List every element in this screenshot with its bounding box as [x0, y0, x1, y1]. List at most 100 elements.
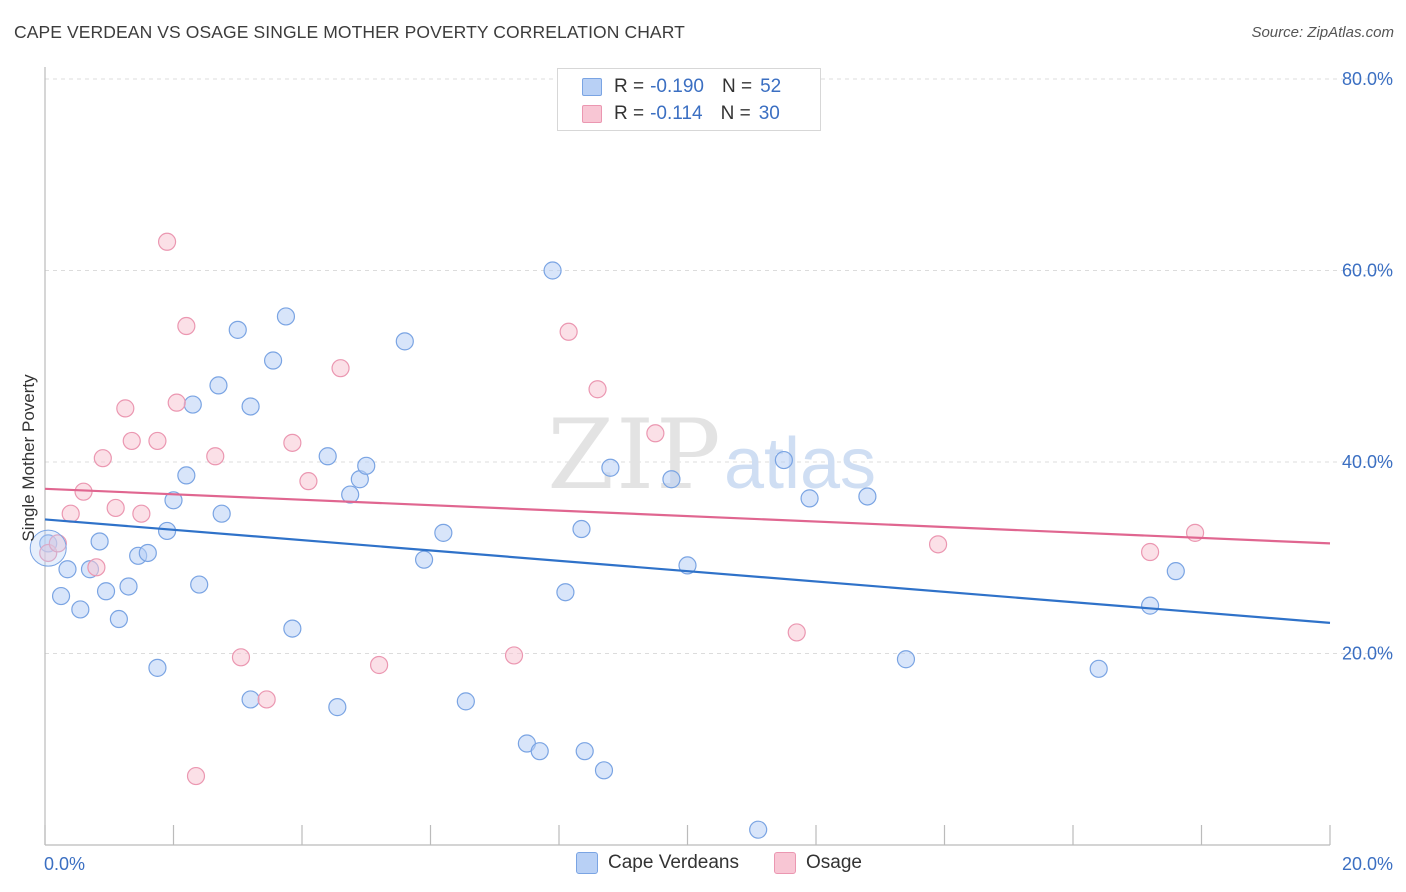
trend-lines — [44, 487, 1331, 624]
chart-title: CAPE VERDEAN VS OSAGE SINGLE MOTHER POVE… — [14, 22, 685, 42]
data-point — [456, 692, 475, 711]
data-point — [1140, 596, 1160, 615]
data-point — [58, 560, 77, 579]
data-point — [148, 658, 167, 677]
series-swatch-osage — [774, 852, 796, 874]
data-point — [283, 619, 302, 638]
series-legend-cape-verdeans: Cape Verdeans — [576, 852, 739, 874]
data-point — [530, 742, 549, 761]
x-tick-label: 20.0% — [1342, 854, 1393, 874]
data-point — [787, 623, 806, 642]
y-axis-label: Single Mother Poverty — [19, 374, 38, 542]
data-point — [276, 307, 296, 326]
y-tick-label: 40.0% — [1342, 452, 1393, 472]
data-point — [90, 532, 109, 551]
data-point — [209, 376, 228, 395]
data-point — [678, 556, 697, 575]
stats-legend: R = -0.190 N = 52 R = -0.114 N = 30 — [557, 68, 821, 131]
data-point — [318, 447, 337, 466]
series-name: Cape Verdeans — [608, 852, 739, 873]
trend-line — [44, 518, 1331, 624]
data-point — [241, 397, 260, 416]
legend-n-value: 52 — [760, 76, 782, 97]
data-point — [357, 456, 376, 475]
data-point — [164, 491, 183, 510]
data-point — [749, 820, 768, 839]
data-point — [109, 609, 128, 629]
data-point — [1089, 659, 1108, 678]
y-tick-label: 80.0% — [1342, 69, 1393, 89]
data-point — [395, 332, 414, 351]
data-point — [93, 449, 112, 468]
grid-lines — [45, 78, 1392, 654]
data-point — [601, 458, 620, 477]
series-name: Osage — [806, 852, 862, 873]
data-point — [800, 489, 819, 508]
legend-n-label: N = — [721, 76, 753, 97]
data-point — [559, 322, 578, 341]
data-point — [177, 466, 196, 485]
watermark-zip: ZIP — [547, 399, 722, 511]
y-tick-label: 60.0% — [1342, 261, 1393, 281]
data-point — [190, 575, 209, 594]
legend-r-label: R = — [614, 76, 645, 97]
data-point — [228, 320, 247, 339]
data-point — [328, 698, 347, 717]
data-point — [116, 399, 135, 418]
data-point — [556, 583, 575, 602]
data-point — [331, 359, 350, 378]
data-point — [283, 433, 302, 452]
data-point — [341, 485, 360, 504]
legend-row-cape-verdeans: R = -0.190 N = 52 — [582, 75, 781, 99]
legend-n-value: 30 — [758, 103, 780, 124]
series-swatch-cape-verdeans — [576, 852, 598, 874]
x-tick-label: 0.0% — [44, 854, 85, 874]
data-point — [157, 521, 177, 541]
data-point-large — [29, 529, 67, 567]
data-point — [183, 395, 202, 414]
data-point — [646, 424, 665, 443]
data-point — [1166, 562, 1185, 581]
data-point — [148, 431, 167, 451]
data-point — [434, 523, 453, 542]
legend-n-label: N = — [720, 103, 751, 124]
data-point — [575, 742, 594, 761]
data-point — [594, 761, 614, 780]
data-point — [96, 582, 116, 601]
data-point — [414, 550, 434, 569]
data-point — [48, 534, 67, 553]
data-point — [572, 519, 591, 539]
data-point — [138, 543, 157, 563]
data-point — [928, 535, 948, 554]
tick-labels: 20.0% 40.0% 60.0% 80.0% 0.0% 20.0% — [44, 69, 1393, 874]
data-point — [257, 690, 276, 709]
data-point — [662, 470, 681, 489]
data-point — [1140, 542, 1160, 562]
watermark-atlas: atlas — [724, 424, 876, 504]
data-point — [87, 558, 106, 577]
legend-swatch-osage — [582, 105, 602, 123]
data-point — [543, 261, 562, 280]
data-point — [106, 498, 125, 518]
data-point — [212, 504, 231, 523]
data-point — [122, 431, 141, 451]
series-legend-osage: Osage — [774, 852, 862, 874]
data-point — [299, 472, 318, 491]
data-points — [29, 232, 1205, 839]
series-cape-verdeans — [39, 261, 1185, 839]
series-legend: Cape Verdeans Osage — [0, 852, 1406, 878]
data-point — [588, 380, 607, 399]
data-point — [896, 650, 916, 669]
source-label: Source: ZipAtlas.com — [1251, 24, 1394, 41]
data-point — [186, 766, 206, 786]
y-tick-label: 20.0% — [1342, 644, 1393, 664]
legend-swatch-cape-verdeans — [582, 78, 602, 96]
data-point — [858, 487, 877, 506]
watermark: ZIP atlas — [547, 399, 876, 511]
data-point — [370, 655, 389, 675]
data-point — [71, 600, 90, 619]
legend-r-value: -0.190 — [650, 76, 704, 97]
data-point — [177, 316, 196, 336]
axes — [44, 67, 1331, 846]
legend-row-osage: R = -0.114 N = 30 — [582, 102, 780, 126]
